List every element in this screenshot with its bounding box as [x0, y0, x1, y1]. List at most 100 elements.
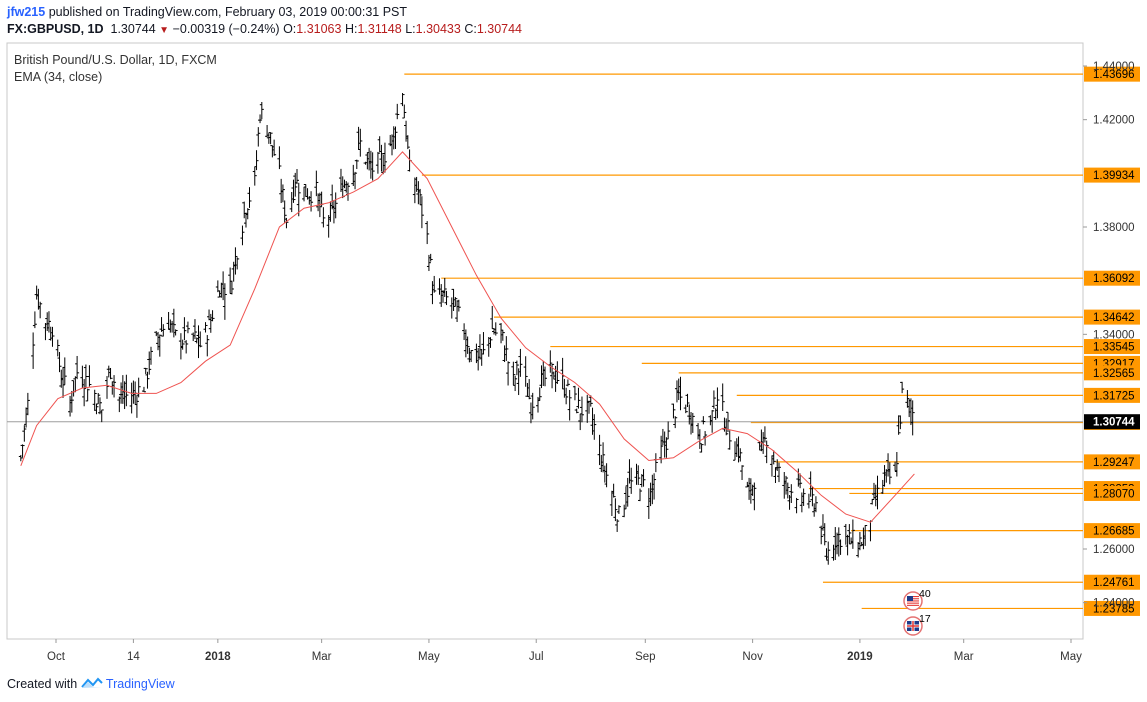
plot-area[interactable] — [6, 42, 1084, 640]
ohlc-bar — [96, 392, 101, 405]
ohlc-bar — [185, 321, 190, 334]
author-link[interactable]: jfw215 — [7, 5, 46, 19]
ohlc-bar — [203, 322, 208, 333]
ohlc-bar — [210, 310, 215, 322]
ohlc-bar — [22, 425, 27, 442]
ohlc-bar — [822, 523, 827, 546]
ohlc-bar — [254, 150, 259, 171]
ohlc-bar — [801, 488, 806, 506]
time-tick-label: 2018 — [205, 651, 231, 663]
ohlc-bar — [720, 383, 725, 412]
ohlc-bar — [256, 127, 261, 147]
ohlc-bar — [99, 409, 104, 423]
low-value: 1.30433 — [415, 22, 461, 36]
down-arrow-icon: ▼ — [159, 25, 170, 36]
ohlc-bar — [85, 388, 90, 402]
ohlc-bar — [284, 217, 289, 229]
ohlc-bar — [268, 132, 273, 145]
ohlc-bar — [382, 142, 387, 173]
ohlc-bar — [493, 322, 498, 336]
price-tick-label: 1.26000 — [1093, 544, 1135, 556]
ohlc-bar — [272, 139, 277, 156]
ohlc-bar — [296, 182, 301, 217]
ohlc-bar — [425, 221, 430, 245]
ohlc-bar — [145, 371, 150, 389]
ohlc-bar — [727, 430, 732, 450]
ohlc-bar — [444, 290, 449, 306]
published-text: published on TradingView.com, February 0… — [45, 5, 408, 19]
price-axis[interactable]: 1.44000 1.42000 1.38000 1.34000 1.26000 1.240… — [1083, 61, 1140, 610]
ohlc-bar — [453, 296, 458, 307]
price-level-label: 1.26685 — [1084, 523, 1140, 539]
price-level-label: 1.31725 — [1084, 387, 1140, 403]
economic-events[interactable]: 40 17 — [903, 588, 931, 636]
ohlc-bar — [280, 184, 285, 203]
us-flag-icon[interactable]: 40 — [903, 588, 931, 611]
price-level-label: 1.28070 — [1084, 485, 1140, 501]
svg-text:1.28070: 1.28070 — [1093, 488, 1135, 500]
ohlc-bar — [910, 400, 915, 436]
ohlc-bar — [456, 299, 461, 312]
ohlc-bar — [579, 396, 584, 423]
open-label: O: — [283, 22, 297, 36]
uk-flag-icon[interactable]: 17 — [903, 613, 931, 636]
ohlc-bar — [124, 374, 129, 407]
ema-line — [20, 151, 915, 523]
ohlc-bar — [92, 389, 97, 411]
ohlc-bar — [601, 442, 606, 473]
ohlc-bar — [794, 497, 799, 514]
svg-text:1.30744: 1.30744 — [1093, 417, 1135, 429]
price-level-label: 1.23785 — [1084, 600, 1140, 616]
time-tick-label: Oct — [47, 651, 66, 663]
price-level-label: 1.43696 — [1084, 66, 1140, 82]
ohlc-bar — [611, 483, 616, 498]
tradingview-link[interactable]: TradingView — [105, 677, 175, 691]
ohlc-bar — [701, 416, 706, 425]
ohlc-bar — [25, 392, 30, 416]
ohlc-bar — [785, 482, 790, 499]
close-value: 1.30744 — [476, 22, 522, 36]
ohlc-bar — [405, 135, 410, 150]
symbol-label: FX:GBPUSD, 1D — [7, 22, 104, 36]
ohlc-bar — [625, 477, 630, 507]
ohlc-bar — [400, 93, 405, 107]
time-tick-label: Nov — [742, 651, 763, 663]
ema-34-line — [20, 151, 915, 523]
quote-line: FX:GBPUSD, 1D 1.30744 ▼ −0.00319 (−0.24%… — [7, 21, 522, 39]
ohlc-bar — [574, 408, 579, 414]
change-text: −0.00319 (−0.24%) — [172, 22, 280, 36]
svg-text:1.23785: 1.23785 — [1093, 603, 1135, 615]
ohlc-bar — [715, 387, 720, 419]
event-count: 17 — [919, 613, 931, 625]
ohlc-bar — [572, 385, 577, 401]
ohlc-bar — [222, 283, 227, 320]
ohlc-bar — [62, 357, 67, 385]
ohlc-bar — [697, 429, 702, 449]
ohlc-bar — [395, 103, 400, 120]
ohlc-bar — [641, 469, 646, 487]
tradingview-logo-icon — [80, 677, 103, 688]
ohlc-bar — [353, 171, 358, 190]
ohlc-bar — [666, 421, 671, 440]
created-with-text: Created with — [7, 677, 78, 691]
time-axis[interactable]: Oct 14 2018 Mar May Jul Sep Nov 2019 Mar May — [47, 639, 1082, 663]
legend-indicator[interactable]: EMA (34, close) — [14, 70, 103, 84]
ohlc-bar — [616, 505, 621, 514]
price-level-label: 1.36092 — [1084, 270, 1140, 286]
footer: Created with TradingView — [7, 677, 175, 691]
ohlc-bar — [235, 257, 240, 270]
price-level-label: 1.29247 — [1084, 454, 1140, 470]
ohlc-bar — [465, 336, 470, 354]
ohlc-bar — [488, 337, 493, 348]
ohlc-bar — [900, 381, 905, 394]
ohlc-bar — [514, 360, 519, 376]
ohlc-bar — [710, 410, 715, 433]
time-tick-label: May — [1060, 651, 1082, 663]
price-level-label: 1.39934 — [1084, 167, 1140, 183]
ohlc-bar — [636, 465, 641, 485]
ohlc-bar — [38, 301, 43, 319]
ohlc-bar — [55, 339, 60, 357]
price-level-label: 1.34642 — [1084, 309, 1140, 325]
ohlc-bar — [887, 462, 892, 485]
